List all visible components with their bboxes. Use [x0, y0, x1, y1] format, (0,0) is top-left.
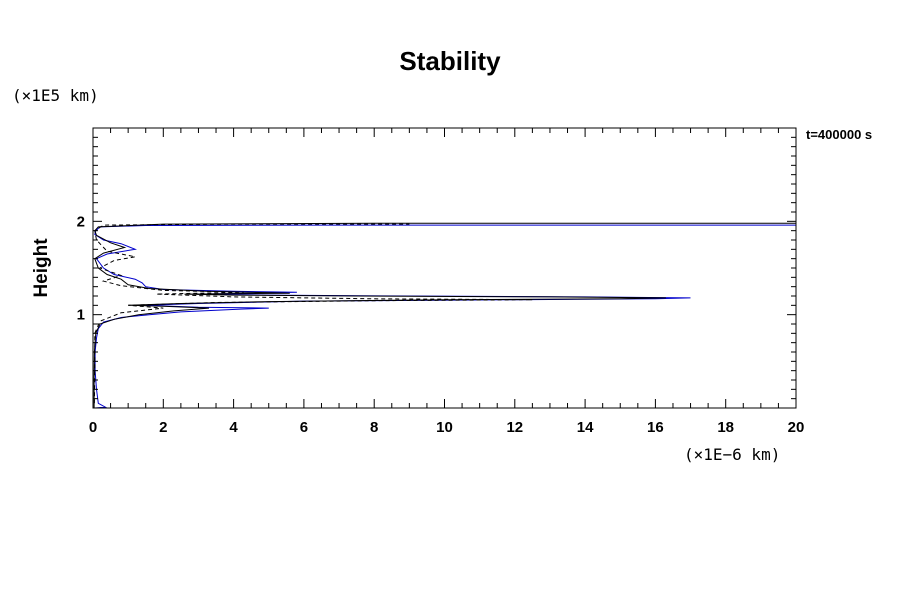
y-tick-label: 2 [77, 213, 85, 230]
x-tick-label: 8 [370, 419, 378, 436]
x-tick-label: 18 [717, 419, 734, 436]
y-tick-label: 1 [77, 307, 85, 324]
tick-layer [92, 127, 797, 409]
x-tick-label: 12 [506, 419, 523, 436]
x-tick-label: 16 [647, 419, 664, 436]
x-tick-label: 14 [577, 419, 594, 436]
time-annotation: t=400000 s [806, 127, 873, 142]
series-layer [93, 222, 796, 409]
x-tick-label: 20 [788, 419, 805, 436]
x-tick-label: 2 [159, 419, 167, 436]
series-line-2 [93, 222, 796, 408]
x-tick-label: 4 [229, 419, 238, 436]
series-line-1 [94, 224, 796, 409]
series-line-3 [93, 223, 533, 404]
y-axis-unit-label: (×1E5 km) [12, 86, 99, 105]
x-tick-label: 10 [436, 419, 453, 436]
chart-title: Stability [399, 46, 501, 76]
plot-frame [92, 127, 797, 409]
x-axis-unit-label: (×1E−6 km) [684, 445, 781, 464]
x-tick-label: 6 [300, 419, 308, 436]
x-tick-label: 0 [89, 419, 97, 436]
